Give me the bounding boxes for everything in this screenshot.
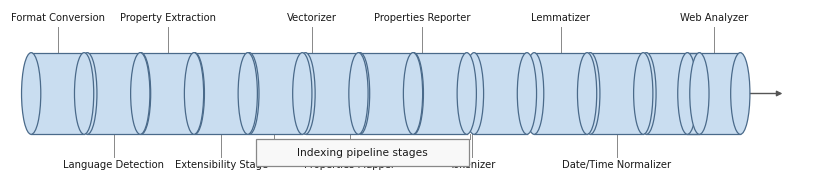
Bar bbox=[360, 53, 413, 134]
Ellipse shape bbox=[185, 53, 204, 134]
Text: Language Detection: Language Detection bbox=[63, 160, 164, 170]
Bar bbox=[31, 53, 84, 134]
Bar bbox=[474, 53, 527, 134]
Ellipse shape bbox=[21, 53, 41, 134]
Ellipse shape bbox=[74, 53, 94, 134]
Ellipse shape bbox=[517, 53, 536, 134]
Text: Lemmatizer: Lemmatizer bbox=[531, 13, 590, 23]
Bar bbox=[87, 53, 140, 134]
Bar bbox=[687, 53, 740, 134]
Ellipse shape bbox=[580, 53, 600, 134]
Bar bbox=[305, 53, 358, 134]
Ellipse shape bbox=[295, 53, 315, 134]
Bar bbox=[249, 53, 302, 134]
Ellipse shape bbox=[405, 53, 423, 134]
Ellipse shape bbox=[240, 53, 259, 134]
Ellipse shape bbox=[404, 53, 422, 134]
Text: Properties Reporter: Properties Reporter bbox=[374, 13, 470, 23]
Ellipse shape bbox=[239, 53, 257, 134]
Ellipse shape bbox=[689, 53, 709, 134]
Bar bbox=[414, 53, 466, 134]
Text: Vectorizer: Vectorizer bbox=[287, 13, 337, 23]
Ellipse shape bbox=[351, 53, 370, 134]
Bar bbox=[534, 53, 587, 134]
Text: Property Extraction: Property Extraction bbox=[120, 13, 216, 23]
Ellipse shape bbox=[293, 53, 312, 134]
Text: Extensibility Stage: Extensibility Stage bbox=[175, 160, 268, 170]
Ellipse shape bbox=[130, 53, 150, 134]
Bar bbox=[646, 53, 699, 134]
Bar bbox=[256, 140, 469, 166]
Ellipse shape bbox=[464, 53, 484, 134]
Ellipse shape bbox=[633, 53, 653, 134]
Text: Web Analyzer: Web Analyzer bbox=[680, 13, 748, 23]
Text: Tokenizer: Tokenizer bbox=[449, 160, 496, 170]
Ellipse shape bbox=[524, 53, 544, 134]
Ellipse shape bbox=[349, 53, 368, 134]
Text: Date/Time Normalizer: Date/Time Normalizer bbox=[562, 160, 672, 170]
Bar bbox=[195, 53, 247, 134]
Bar bbox=[141, 53, 194, 134]
Ellipse shape bbox=[77, 53, 97, 134]
Text: Indexing pipeline stages: Indexing pipeline stages bbox=[297, 148, 428, 158]
Ellipse shape bbox=[185, 53, 204, 134]
Text: Properties Mapper: Properties Mapper bbox=[304, 160, 395, 170]
Bar bbox=[590, 53, 643, 134]
Ellipse shape bbox=[131, 53, 151, 134]
Ellipse shape bbox=[457, 53, 476, 134]
Ellipse shape bbox=[577, 53, 597, 134]
Text: Format Conversion: Format Conversion bbox=[11, 13, 105, 23]
Ellipse shape bbox=[731, 53, 750, 134]
Ellipse shape bbox=[637, 53, 656, 134]
Ellipse shape bbox=[678, 53, 697, 134]
